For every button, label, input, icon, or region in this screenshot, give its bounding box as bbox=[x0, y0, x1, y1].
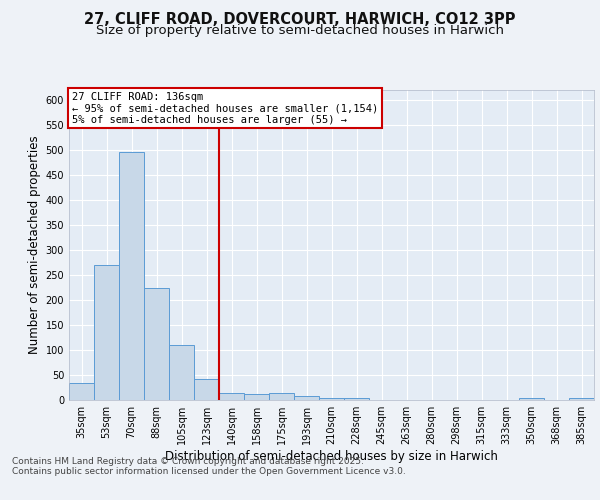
Bar bbox=[194, 379, 219, 400]
Text: Contains HM Land Registry data © Crown copyright and database right 2025.: Contains HM Land Registry data © Crown c… bbox=[12, 458, 364, 466]
Text: 27 CLIFF ROAD: 136sqm
← 95% of semi-detached houses are smaller (1,154)
5% of se: 27 CLIFF ROAD: 136sqm ← 95% of semi-deta… bbox=[71, 92, 378, 124]
Y-axis label: Number of semi-detached properties: Number of semi-detached properties bbox=[28, 136, 41, 354]
Bar bbox=[344, 398, 369, 400]
Bar bbox=[69, 382, 94, 400]
Bar bbox=[519, 398, 544, 400]
Bar bbox=[569, 398, 594, 400]
Bar bbox=[269, 392, 294, 400]
Bar bbox=[219, 392, 244, 400]
Text: Contains public sector information licensed under the Open Government Licence v3: Contains public sector information licen… bbox=[12, 468, 406, 476]
Text: 27, CLIFF ROAD, DOVERCOURT, HARWICH, CO12 3PP: 27, CLIFF ROAD, DOVERCOURT, HARWICH, CO1… bbox=[84, 12, 516, 28]
Bar bbox=[169, 345, 194, 400]
Bar bbox=[94, 265, 119, 400]
Text: Size of property relative to semi-detached houses in Harwich: Size of property relative to semi-detach… bbox=[96, 24, 504, 37]
Bar bbox=[119, 152, 144, 400]
X-axis label: Distribution of semi-detached houses by size in Harwich: Distribution of semi-detached houses by … bbox=[165, 450, 498, 463]
Bar bbox=[319, 398, 344, 400]
Bar bbox=[144, 288, 169, 400]
Bar bbox=[294, 396, 319, 400]
Bar bbox=[244, 394, 269, 400]
